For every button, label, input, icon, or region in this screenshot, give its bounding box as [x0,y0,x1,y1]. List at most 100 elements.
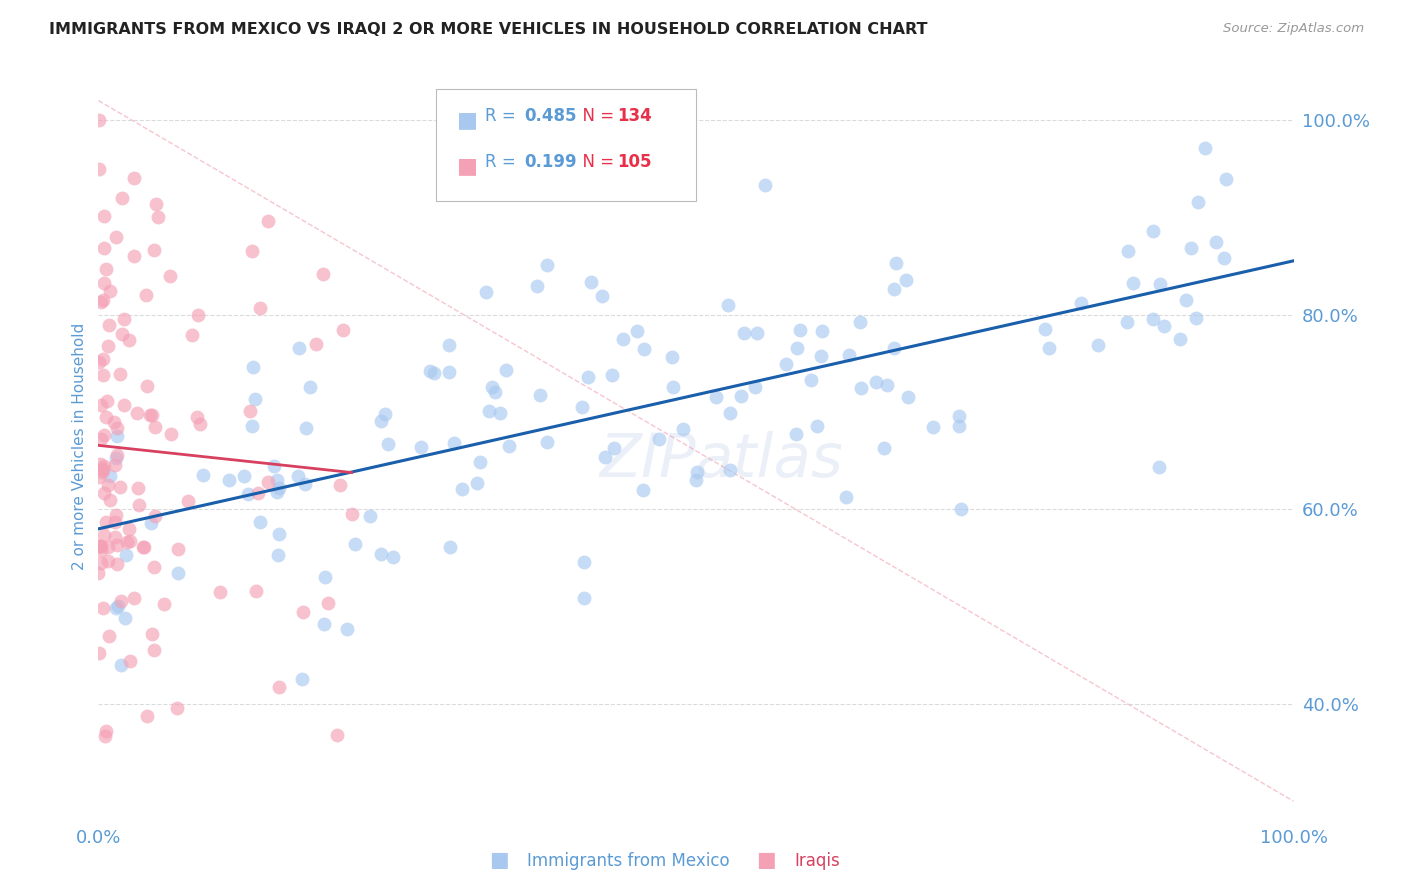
Point [478,404,501,418]
Point [571,400,593,414]
Text: ■: ■ [756,850,776,870]
Point [93,486,115,500]
Point [97,318,120,332]
Point [249,301,271,315]
Point [188,417,211,431]
Text: Iraqis: Iraqis [794,852,841,870]
Point [191,468,214,483]
Point [105,421,128,435]
Point [167,542,190,557]
Text: ■: ■ [457,156,478,176]
Point [141,409,163,423]
Point [87,355,110,369]
Point [437,366,460,380]
Point [295,420,318,434]
Point [733,326,755,340]
Point [135,288,157,302]
Point [98,284,121,298]
Point [718,406,741,420]
Point [326,728,349,742]
Point [806,418,828,433]
Point [105,538,128,552]
Point [98,469,121,483]
Point [717,298,740,312]
Point [105,508,128,522]
Point [344,537,367,551]
Point [111,191,134,205]
Point [128,498,150,512]
Point [474,285,496,300]
Point [1147,460,1170,475]
Text: R =: R = [485,107,522,125]
Point [811,324,834,338]
Point [104,515,127,529]
Point [299,380,322,394]
Point [1215,172,1237,186]
Point [104,458,127,473]
Point [93,428,115,442]
Point [94,724,117,739]
Point [104,601,127,615]
Point [922,419,945,434]
Point [187,308,209,322]
Point [256,214,278,228]
Text: atlas: atlas [696,432,844,491]
Point [1122,277,1144,291]
Point [112,311,135,326]
Point [167,566,190,580]
Point [177,494,200,508]
Point [1187,194,1209,209]
Point [574,555,596,569]
Text: Source: ZipAtlas.com: Source: ZipAtlas.com [1223,22,1364,36]
Point [91,293,114,307]
Point [266,484,288,499]
Point [1038,341,1060,355]
Point [730,389,752,403]
Point [257,475,280,490]
Point [153,597,176,611]
Point [481,380,503,394]
Point [305,337,328,351]
Point [374,407,396,421]
Point [90,295,112,310]
Point [98,629,121,643]
Point [145,197,167,211]
Point [465,475,488,490]
Point [186,409,208,424]
Point [148,211,170,225]
Point [593,450,616,465]
Point [883,283,905,297]
Point [468,455,491,469]
Point [744,379,766,393]
Point [894,273,917,287]
Point [661,350,683,364]
Point [498,439,520,453]
Point [786,341,808,355]
Point [94,729,117,743]
Point [135,709,157,723]
Point [800,373,823,387]
Text: ■: ■ [457,110,478,129]
Point [529,388,551,402]
Point [745,326,768,341]
Point [159,426,181,441]
Point [110,658,132,673]
Point [287,341,309,355]
Point [718,463,741,477]
Point [249,515,271,529]
Point [97,478,120,492]
Point [91,352,114,367]
Point [96,394,118,409]
Point [294,477,316,491]
Point [1180,241,1202,255]
Point [93,528,115,542]
Point [139,516,162,531]
Point [267,481,290,495]
Point [208,585,231,599]
Point [233,469,256,483]
Point [685,474,707,488]
Text: N =: N = [572,153,620,171]
Point [166,701,188,715]
Point [90,432,112,446]
Point [104,450,127,465]
